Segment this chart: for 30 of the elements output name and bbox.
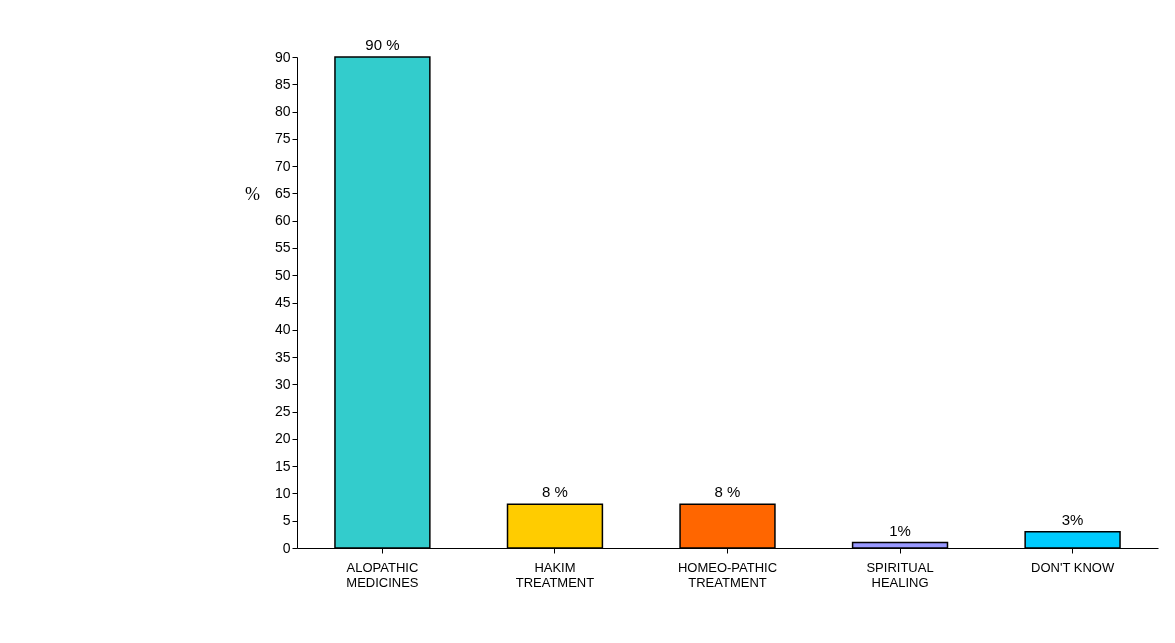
y-tick-label: 30	[274, 375, 291, 392]
y-tick-label: 90	[274, 48, 291, 65]
y-axis-title: %	[245, 183, 260, 204]
y-tick-label: 70	[274, 157, 291, 174]
x-tick-label: DON'T KNOW	[1031, 559, 1115, 575]
data-label: 8 %	[542, 483, 568, 501]
y-tick-label: 35	[274, 348, 291, 365]
y-tick-label: 10	[274, 484, 291, 501]
data-label: 8 %	[714, 483, 741, 501]
x-tick-label: HAKIM TREATMENT	[515, 559, 595, 590]
y-tick-label: 60	[274, 212, 291, 229]
x-tick-label: HOMEO-PATHIC TREATMENT	[677, 559, 778, 590]
y-tick-label: 5	[282, 512, 291, 529]
y-tick-label: 15	[274, 457, 291, 474]
y-tick-label: 0	[282, 539, 291, 556]
y-tick-label: 75	[274, 130, 291, 147]
y-tick-label: 80	[274, 103, 291, 120]
y-tick-label: 65	[274, 184, 291, 201]
x-tick-label: SPIRITUAL HEALING	[866, 559, 934, 590]
y-tick-label: 55	[274, 239, 291, 256]
y-tick-label: 20	[274, 430, 291, 447]
data-label: 3%	[1061, 510, 1084, 528]
y-tick-label: 45	[274, 294, 291, 310]
y-tick-label: 40	[274, 321, 291, 338]
x-tick-label: ALOPATHIC MEDICINES	[346, 559, 419, 590]
y-tick-label: 85	[274, 75, 291, 92]
y-tick-label: 50	[274, 266, 291, 283]
data-label: 90 %	[365, 36, 400, 53]
y-tick-label: 25	[274, 403, 291, 420]
data-label: 1%	[889, 521, 911, 539]
